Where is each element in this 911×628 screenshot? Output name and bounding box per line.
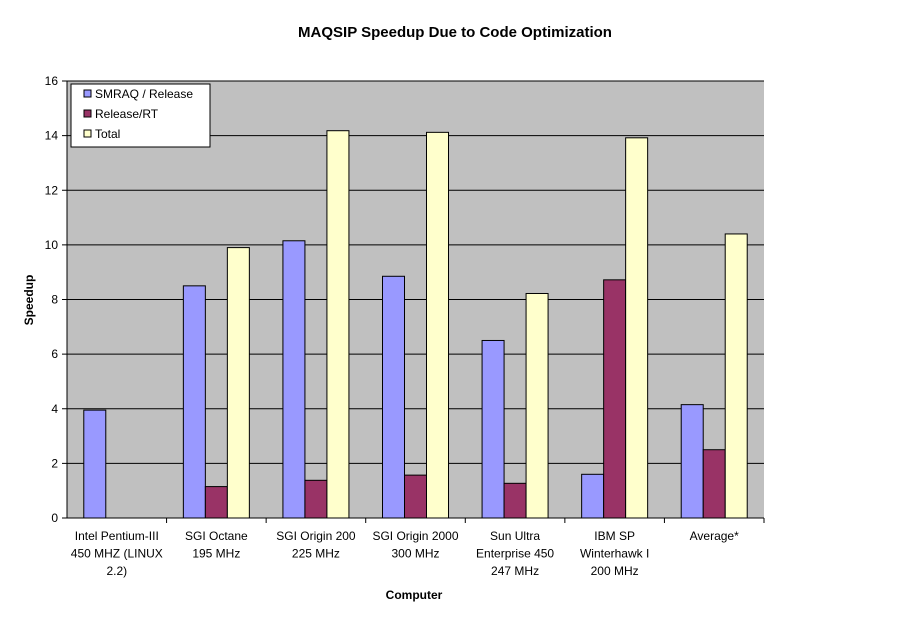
bar[interactable] — [603, 279, 627, 519]
y-tick-label: 8 — [51, 293, 58, 307]
x-tick-label-line: 195 MHz — [192, 547, 240, 561]
y-tick-label: 10 — [45, 238, 59, 252]
x-tick-label-line: 300 MHz — [391, 547, 439, 561]
bars: Intel Pentium-III 450 MHZ (LINUX 2.2) SGI O… — [71, 130, 765, 578]
legend-label: Total — [95, 127, 120, 141]
x-tick-label: SGI Origin 2000 300 MHz — [372, 529, 458, 561]
bar[interactable] — [282, 240, 306, 519]
bar[interactable] — [204, 486, 228, 519]
bar[interactable] — [382, 275, 405, 519]
bar[interactable] — [481, 339, 505, 519]
x-tick-label: SGI Octane 195 MHz — [185, 529, 248, 561]
bar[interactable] — [83, 409, 107, 519]
x-tick-label-line: SGI Octane — [185, 529, 248, 543]
legend-swatch — [83, 109, 92, 118]
legend-label: SMRAQ / Release — [95, 87, 193, 101]
y-tick-label: 4 — [51, 402, 58, 416]
bar[interactable] — [724, 233, 748, 519]
x-tick-label-line: SGI Origin 200 — [276, 529, 356, 543]
y-axis-label: Speedup — [22, 275, 36, 326]
y-tick-label: 2 — [51, 456, 58, 470]
bar[interactable] — [182, 285, 206, 519]
y-tick-label: 0 — [51, 511, 58, 525]
x-tick-label: SGI Origin 200 225 MHz — [276, 529, 356, 561]
x-tick-label: Average* — [690, 529, 739, 543]
x-tick-label-line: Winterhawk I — [580, 547, 649, 561]
x-axis-label: Computer — [386, 588, 443, 602]
y-tick-label: 12 — [45, 183, 59, 197]
x-tick-label-line: Average* — [690, 529, 739, 543]
bar[interactable] — [680, 404, 704, 519]
legend-box — [70, 83, 211, 148]
y-tick-label: 16 — [45, 74, 59, 88]
legend: SMRAQ / Release Release/RT Total — [70, 83, 211, 148]
x-tick-label-line: 2.2) — [106, 564, 127, 578]
bar[interactable] — [581, 473, 605, 519]
x-tick-label-line: SGI Origin 2000 — [372, 529, 458, 543]
bar[interactable] — [503, 482, 527, 519]
legend-swatch — [83, 89, 92, 98]
bar[interactable] — [625, 137, 649, 519]
bar[interactable] — [326, 130, 350, 519]
legend-swatch — [83, 129, 92, 138]
bar[interactable] — [226, 247, 250, 519]
y-tick-label: 14 — [45, 129, 59, 143]
x-tick-label: Intel Pentium-III 450 MHZ (LINUX 2.2) — [71, 529, 163, 578]
chart-title: MAQSIP Speedup Due to Code Optimization — [298, 24, 612, 41]
bar[interactable] — [304, 479, 328, 519]
x-tick-label-line: 247 MHz — [491, 564, 539, 578]
y-tick-label: 6 — [51, 347, 58, 361]
x-tick-label-line: 200 MHz — [591, 564, 639, 578]
x-tick-label-line: IBM SP — [594, 529, 635, 543]
bar[interactable] — [404, 474, 427, 519]
bar[interactable] — [426, 131, 449, 519]
legend-label: Release/RT — [95, 107, 159, 121]
x-tick-label-line: Sun Ultra — [490, 529, 540, 543]
x-tick-label-line: 450 MHZ (LINUX — [71, 547, 163, 561]
x-tick-label-line: Intel Pentium-III — [75, 529, 159, 543]
bar[interactable] — [525, 292, 549, 519]
x-tick-label-line: Enterprise 450 — [476, 547, 554, 561]
x-tick-label: IBM SP Winterhawk I 200 MHz — [580, 529, 649, 578]
bar[interactable] — [702, 449, 726, 519]
x-tick-label: Sun Ultra Enterprise 450 247 MHz — [476, 529, 554, 578]
x-tick-label-line: 225 MHz — [292, 547, 340, 561]
